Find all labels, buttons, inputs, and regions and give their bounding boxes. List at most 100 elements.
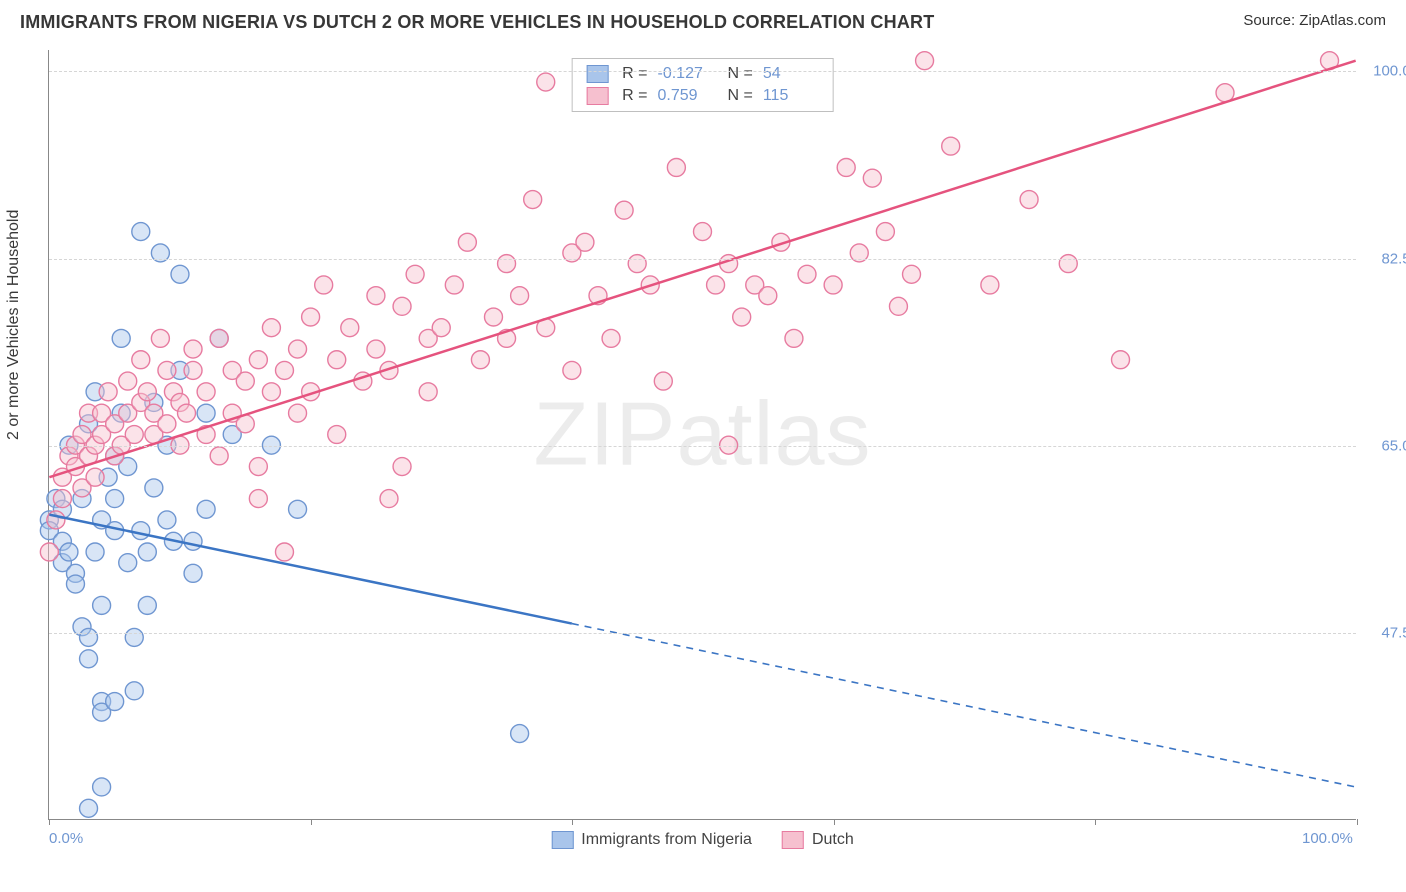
data-point [1059,255,1077,273]
x-tick [572,819,573,825]
y-tick-label: 65.0% [1381,437,1406,454]
legend-swatch-0 [551,831,573,849]
data-point [511,287,529,305]
data-point [145,479,163,497]
data-point [576,233,594,251]
swatch-0 [586,65,608,83]
data-point [837,158,855,176]
data-point [1020,191,1038,209]
y-tick-label: 100.0% [1373,63,1406,80]
data-point [184,361,202,379]
gridline [49,446,1356,447]
regression-line [49,61,1355,478]
data-point [485,308,503,326]
data-point [106,693,124,711]
data-point [981,276,999,294]
legend-label-0: Immigrants from Nigeria [581,831,752,849]
x-tick-label: 0.0% [49,830,83,847]
data-point [138,543,156,561]
data-point [524,191,542,209]
stats-row-0: R = -0.127 N = 54 [572,63,833,85]
data-point [197,404,215,422]
data-point [184,340,202,358]
data-point [432,319,450,337]
stat-n-label-1: N = [728,87,753,105]
data-point [419,383,437,401]
data-point [184,564,202,582]
legend-item-1: Dutch [782,831,854,849]
data-point [40,543,58,561]
correlation-stats-box: R = -0.127 N = 54 R = 0.759 N = 115 [571,58,834,112]
data-point [471,351,489,369]
data-point [125,426,143,444]
data-point [942,137,960,155]
data-point [275,543,293,561]
data-point [707,276,725,294]
source-link[interactable]: ZipAtlas.com [1299,12,1386,29]
data-point [262,383,280,401]
data-point [367,340,385,358]
data-point [328,426,346,444]
gridline [49,259,1356,260]
data-point [93,778,111,796]
data-point [1216,84,1234,102]
data-point [53,490,71,508]
data-point [171,265,189,283]
data-point [694,223,712,241]
data-point [393,297,411,315]
data-point [759,287,777,305]
data-point [889,297,907,315]
data-point [197,383,215,401]
legend-label-1: Dutch [812,831,854,849]
stat-r-label-1: R = [622,87,647,105]
gridline [49,633,1356,634]
data-point [498,255,516,273]
data-point [80,628,98,646]
data-point [615,201,633,219]
gridline [49,71,1356,72]
data-point [132,223,150,241]
data-point [151,329,169,347]
data-point [158,511,176,529]
data-point [380,490,398,508]
data-point [93,596,111,614]
data-point [112,329,130,347]
data-point [132,351,150,369]
data-point [138,383,156,401]
stats-row-1: R = 0.759 N = 115 [572,85,833,107]
data-point [563,361,581,379]
x-tick [1095,819,1096,825]
data-point [406,265,424,283]
data-point [125,682,143,700]
data-point [119,372,137,390]
data-point [876,223,894,241]
data-point [80,799,98,817]
stat-n-val-1: 115 [763,87,819,105]
stat-n-label-0: N = [728,65,753,83]
bottom-legend: Immigrants from Nigeria Dutch [551,831,854,849]
stat-r-val-0: -0.127 [658,65,714,83]
y-tick-label: 82.5% [1381,250,1406,267]
data-point [158,361,176,379]
data-point [236,372,254,390]
data-point [210,329,228,347]
data-point [916,52,934,70]
data-point [178,404,196,422]
data-point [824,276,842,294]
data-point [249,351,267,369]
data-point [158,415,176,433]
x-tick [311,819,312,825]
data-point [275,361,293,379]
stat-n-val-0: 54 [763,65,819,83]
data-point [99,383,117,401]
data-point [119,554,137,572]
data-point [132,522,150,540]
plot-svg [49,50,1356,819]
stat-r-label-0: R = [622,65,647,83]
swatch-1 [586,87,608,105]
scatter-chart: ZIPatlas R = -0.127 N = 54 R = 0.759 N =… [48,50,1356,820]
data-point [328,351,346,369]
legend-swatch-1 [782,831,804,849]
data-point [863,169,881,187]
data-point [511,725,529,743]
